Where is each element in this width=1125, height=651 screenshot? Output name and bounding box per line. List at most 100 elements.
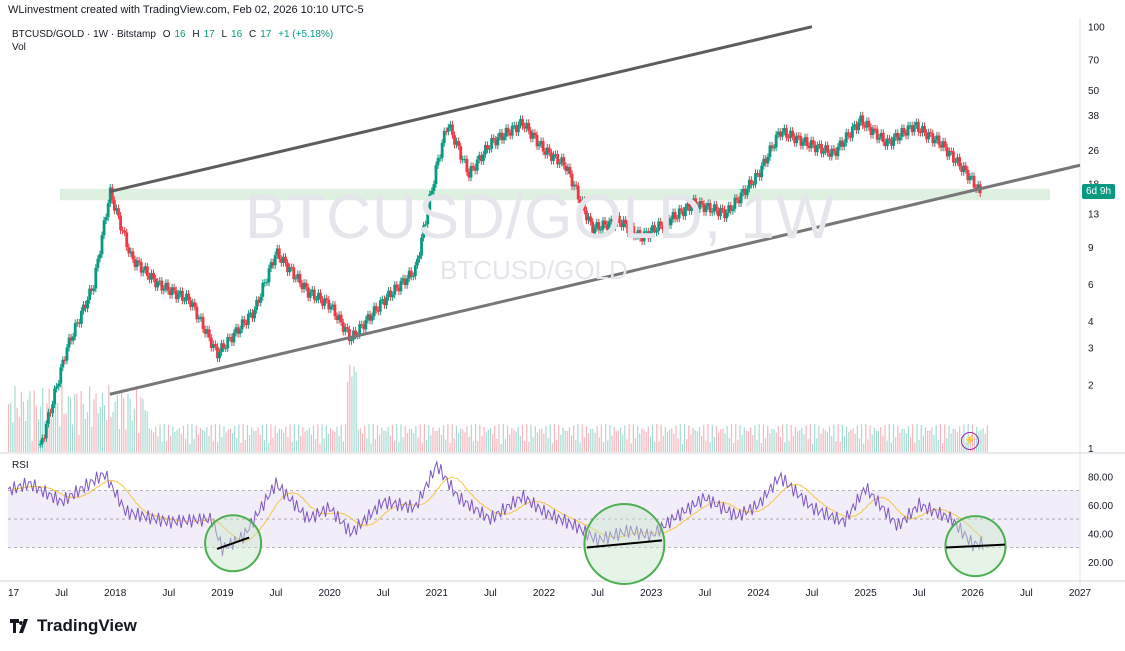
candle bbox=[94, 267, 98, 289]
volume-bar bbox=[101, 392, 104, 452]
volume-bar bbox=[786, 424, 788, 452]
volume-bar bbox=[440, 434, 443, 452]
volume-bar bbox=[920, 425, 922, 452]
candle bbox=[820, 143, 823, 154]
candle bbox=[193, 302, 197, 307]
candle bbox=[323, 298, 327, 306]
volume-bar bbox=[283, 432, 285, 452]
candle bbox=[677, 208, 681, 219]
volume-bar bbox=[901, 429, 903, 452]
candle bbox=[688, 203, 691, 212]
volume-bar bbox=[788, 440, 790, 452]
volume-bar bbox=[914, 442, 916, 452]
candle bbox=[785, 128, 788, 138]
volume-bar bbox=[248, 435, 251, 452]
volume-bar bbox=[451, 424, 453, 452]
chart-credit: WLinvestment created with TradingView.co… bbox=[8, 4, 364, 16]
symbol-title[interactable]: BTCUSD/GOLD · 1W · Bitstamp bbox=[12, 29, 156, 40]
candle bbox=[521, 119, 524, 127]
volume-bar bbox=[986, 425, 988, 452]
price-tick-label: 1 bbox=[1088, 444, 1094, 455]
volume-bar bbox=[133, 408, 136, 452]
volume-bar bbox=[933, 434, 935, 452]
divergence-line bbox=[945, 543, 1006, 549]
volume-label[interactable]: Vol bbox=[12, 42, 26, 53]
candle bbox=[158, 280, 162, 282]
candle bbox=[465, 158, 469, 173]
time-tick-label: Jul bbox=[1020, 588, 1033, 599]
low-label: L bbox=[221, 29, 228, 40]
candle bbox=[368, 314, 372, 321]
volume-bar bbox=[460, 428, 462, 452]
candle bbox=[459, 146, 463, 160]
candle bbox=[224, 348, 228, 350]
candle bbox=[290, 267, 294, 269]
tradingview-logo[interactable]: TradingView bbox=[10, 616, 137, 636]
volume-bar bbox=[334, 431, 336, 452]
candle bbox=[141, 270, 145, 273]
candle bbox=[440, 142, 444, 158]
time-tick-label: Jul bbox=[806, 588, 819, 599]
candle bbox=[341, 322, 345, 332]
volume-bar bbox=[822, 428, 824, 452]
candle bbox=[787, 137, 790, 139]
candle bbox=[962, 165, 966, 172]
candle bbox=[321, 299, 324, 306]
volume-bar bbox=[528, 441, 530, 452]
volume-bar bbox=[728, 437, 730, 452]
volume-bar bbox=[875, 430, 878, 452]
candle bbox=[498, 132, 502, 137]
volume-bar bbox=[626, 439, 628, 452]
candle bbox=[749, 179, 753, 185]
volume-bar bbox=[573, 425, 575, 452]
volume-bar bbox=[312, 425, 315, 452]
candle bbox=[240, 319, 244, 330]
volume-bar bbox=[342, 441, 344, 452]
candle bbox=[172, 287, 176, 291]
volume-bar bbox=[71, 424, 74, 452]
volume-bar bbox=[110, 416, 112, 452]
candle bbox=[776, 131, 780, 135]
candle bbox=[793, 136, 797, 144]
time-tick-label: 2025 bbox=[854, 588, 877, 599]
volume-bar bbox=[276, 433, 278, 452]
volume-bar bbox=[135, 386, 138, 452]
rsi-label[interactable]: RSI bbox=[12, 460, 29, 471]
candle bbox=[333, 304, 337, 317]
volume-bar bbox=[474, 424, 477, 452]
volume-bar bbox=[472, 441, 475, 452]
volume-bar bbox=[803, 434, 805, 452]
candle bbox=[774, 134, 778, 148]
volume-bar bbox=[831, 436, 833, 452]
candle bbox=[840, 140, 844, 147]
candle bbox=[873, 128, 877, 130]
candle bbox=[51, 404, 54, 414]
volume-bar bbox=[952, 428, 954, 452]
volume-bar bbox=[468, 436, 470, 452]
volume-bar bbox=[368, 424, 370, 452]
candle bbox=[154, 278, 158, 288]
volume-bar bbox=[438, 427, 440, 452]
candle bbox=[692, 198, 696, 207]
candle bbox=[640, 238, 644, 242]
volume-bar bbox=[735, 424, 737, 452]
price-tick-label: 13 bbox=[1088, 209, 1100, 220]
candle bbox=[143, 266, 147, 271]
candle bbox=[218, 352, 221, 359]
candle bbox=[859, 115, 863, 123]
candle bbox=[653, 225, 656, 233]
rsi-tick-label: 60.00 bbox=[1088, 501, 1113, 512]
volume-bar bbox=[732, 442, 735, 452]
volume-bar bbox=[796, 431, 799, 452]
candle bbox=[933, 139, 937, 144]
time-tick-label: 2021 bbox=[426, 588, 449, 599]
candle bbox=[486, 144, 489, 150]
volume-bar bbox=[240, 442, 242, 452]
candle bbox=[238, 329, 242, 334]
volume-bar bbox=[696, 431, 698, 452]
candle bbox=[317, 292, 320, 300]
volume-bar bbox=[125, 429, 127, 452]
lightning-icon[interactable]: ⚡ bbox=[961, 432, 979, 450]
volume-bar bbox=[470, 424, 472, 452]
